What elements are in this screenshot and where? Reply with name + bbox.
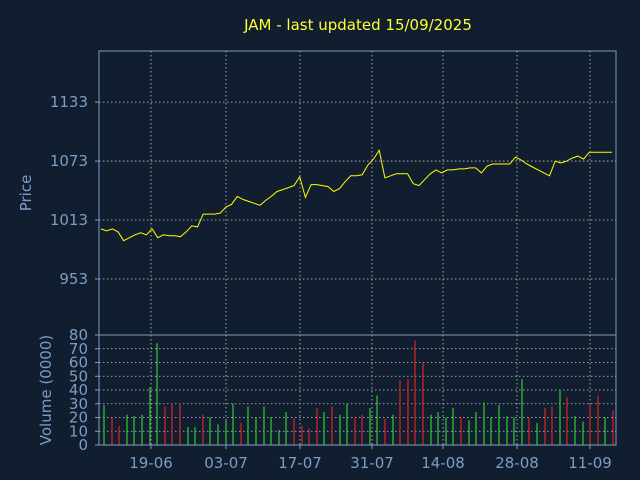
price-axis-label: Price bbox=[17, 175, 35, 212]
x-tick-label-0: 19-06 bbox=[129, 454, 173, 472]
x-tick-label-4: 14-08 bbox=[421, 454, 465, 472]
volume-tick-label-0: 0 bbox=[78, 436, 88, 454]
x-tick-label-5: 28-08 bbox=[495, 454, 539, 472]
x-tick-label-6: 11-09 bbox=[568, 454, 612, 472]
volume-tick-label-4: 40 bbox=[69, 381, 88, 399]
price-tick-label-3: 1133 bbox=[50, 93, 88, 111]
volume-tick-label-5: 50 bbox=[69, 367, 88, 385]
chart-title: JAM - last updated 15/09/2025 bbox=[243, 16, 472, 34]
volume-tick-label-3: 30 bbox=[69, 395, 88, 413]
price-tick-label-2: 1073 bbox=[50, 152, 88, 170]
volume-tick-label-8: 80 bbox=[69, 326, 88, 344]
price-series-line bbox=[100, 149, 612, 242]
price-y-axis: 953 1013 1073 1133 bbox=[50, 93, 99, 288]
x-tick-label-1: 03-07 bbox=[204, 454, 248, 472]
volume-tick-label-1: 10 bbox=[69, 422, 88, 440]
price-tick-label-1: 1013 bbox=[50, 211, 88, 229]
volume-bars bbox=[103, 340, 614, 445]
x-axis: 19-06 03-07 17-07 31-07 14-08 28-08 11-09 bbox=[129, 445, 612, 472]
x-tick-label-3: 31-07 bbox=[350, 454, 394, 472]
price-tick-label-0: 953 bbox=[59, 270, 88, 288]
price-grid bbox=[99, 51, 616, 335]
volume-axis-label: Volume (0000) bbox=[37, 335, 55, 445]
volume-tick-label-7: 70 bbox=[69, 340, 88, 358]
volume-tick-label-2: 20 bbox=[69, 409, 88, 427]
volume-tick-label-6: 60 bbox=[69, 354, 88, 372]
x-tick-label-2: 17-07 bbox=[278, 454, 322, 472]
